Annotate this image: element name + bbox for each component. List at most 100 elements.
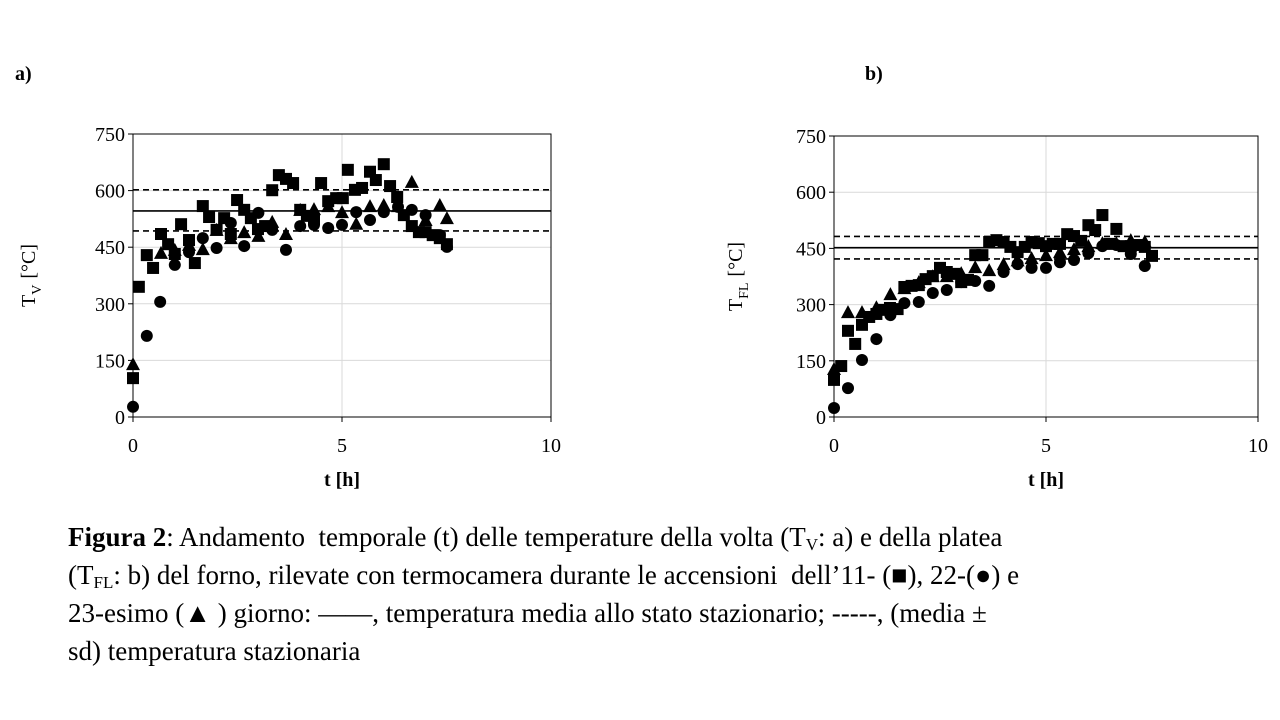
marker-triangle xyxy=(1081,239,1096,253)
marker-circle xyxy=(279,243,292,256)
marker-circle xyxy=(1040,261,1052,274)
marker-square xyxy=(828,373,840,386)
marker-circle xyxy=(1124,248,1137,261)
marker-triangle xyxy=(996,257,1011,271)
y-axis-label-unit: [°C] xyxy=(18,244,40,279)
y-tick-label: 600 xyxy=(796,182,826,204)
marker-circle xyxy=(294,220,307,233)
marker-triangle xyxy=(167,242,182,256)
marker-square xyxy=(188,257,201,270)
marker-circle xyxy=(828,402,840,415)
y-tick-label: 300 xyxy=(796,295,826,317)
x-axis-label: t [h] xyxy=(324,469,360,491)
marker-circle xyxy=(1138,260,1151,273)
marker-circle xyxy=(252,206,265,219)
marker-triangle xyxy=(1137,234,1152,248)
panel-label: a) xyxy=(15,63,32,85)
marker-triangle xyxy=(939,269,954,283)
y-axis-label: TFL [°C] xyxy=(725,242,752,311)
x-tick-label: 0 xyxy=(128,435,138,457)
marker-triangle xyxy=(840,305,855,319)
marker-circle xyxy=(841,382,854,395)
marker-circle xyxy=(1053,256,1066,269)
marker-triangle xyxy=(897,281,912,295)
caption-symbol: ● xyxy=(975,560,992,590)
marker-triangle xyxy=(349,216,364,230)
y-tick-label: 0 xyxy=(816,407,826,429)
marker-circle xyxy=(940,283,953,296)
marker-square xyxy=(835,360,848,373)
caption-text: : b) del forno, rilevate con termocamera… xyxy=(113,560,892,590)
marker-triangle xyxy=(195,242,210,256)
marker-square xyxy=(287,177,300,190)
marker-square xyxy=(969,249,982,262)
marker-circle xyxy=(196,232,209,245)
plot-frame xyxy=(833,135,1259,418)
y-tick-label: 0 xyxy=(115,407,125,429)
x-tick-label: 5 xyxy=(1041,435,1051,457)
marker-circle xyxy=(870,333,883,346)
marker-square xyxy=(147,261,160,274)
y-axis-label-unit: [°C] xyxy=(725,242,747,277)
marker-square xyxy=(315,177,328,190)
marker-square xyxy=(841,324,854,337)
marker-square xyxy=(162,238,175,251)
marker-triangle xyxy=(154,245,169,259)
marker-circle xyxy=(168,258,181,271)
caption-symbol: ▲ xyxy=(184,598,211,628)
y-tick-label: 600 xyxy=(95,181,125,203)
y-axis-label: TV [°C] xyxy=(18,244,45,307)
marker-triangle xyxy=(968,260,983,274)
marker-triangle xyxy=(376,197,391,211)
marker-square xyxy=(377,158,390,171)
marker-circle xyxy=(336,218,348,231)
marker-triangle xyxy=(982,263,997,277)
y-axis-label-sub: FL xyxy=(737,283,752,299)
marker-triangle xyxy=(439,211,454,225)
marker-triangle xyxy=(404,174,419,188)
x-axis-label: t [h] xyxy=(1028,469,1064,491)
marker-triangle xyxy=(1039,248,1053,262)
marker-circle xyxy=(1067,254,1080,267)
marker-circle xyxy=(154,295,167,308)
marker-square xyxy=(384,180,397,193)
marker-circle xyxy=(210,241,223,254)
marker-circle xyxy=(405,203,418,216)
y-tick-label: 150 xyxy=(796,351,826,373)
marker-triangle xyxy=(182,237,197,251)
y-axis-label-main: T xyxy=(725,299,747,311)
marker-circle xyxy=(127,400,139,413)
y-axis-label-main: T xyxy=(18,295,40,307)
caption-sub: FL xyxy=(93,573,114,592)
y-tick-label: 150 xyxy=(95,350,125,372)
y-tick-label: 450 xyxy=(95,237,125,259)
marker-square xyxy=(1110,222,1123,235)
marker-triangle xyxy=(925,269,940,283)
marker-triangle xyxy=(251,228,266,242)
x-tick-label: 10 xyxy=(1248,435,1268,457)
marker-circle xyxy=(969,274,982,287)
marker-square xyxy=(336,192,349,205)
marker-square xyxy=(1089,224,1102,237)
marker-circle xyxy=(898,297,911,310)
marker-circle xyxy=(238,240,251,253)
marker-circle xyxy=(140,329,153,342)
marker-triangle xyxy=(1024,251,1039,265)
marker-triangle xyxy=(1066,242,1081,256)
marker-square xyxy=(356,181,369,194)
marker-square xyxy=(140,249,153,262)
marker-triangle xyxy=(1010,253,1025,267)
caption-text: ), 22-( xyxy=(907,560,976,590)
marker-triangle xyxy=(391,199,406,213)
caption-text: sd) temperatura stazionaria xyxy=(68,636,361,666)
marker-triangle xyxy=(293,202,308,216)
marker-triangle xyxy=(1123,233,1138,247)
marker-circle xyxy=(983,279,996,292)
marker-triangle xyxy=(209,222,224,236)
marker-square xyxy=(849,337,862,350)
marker-circle xyxy=(1025,261,1038,274)
marker-square xyxy=(155,227,168,240)
marker-triangle xyxy=(265,214,280,228)
